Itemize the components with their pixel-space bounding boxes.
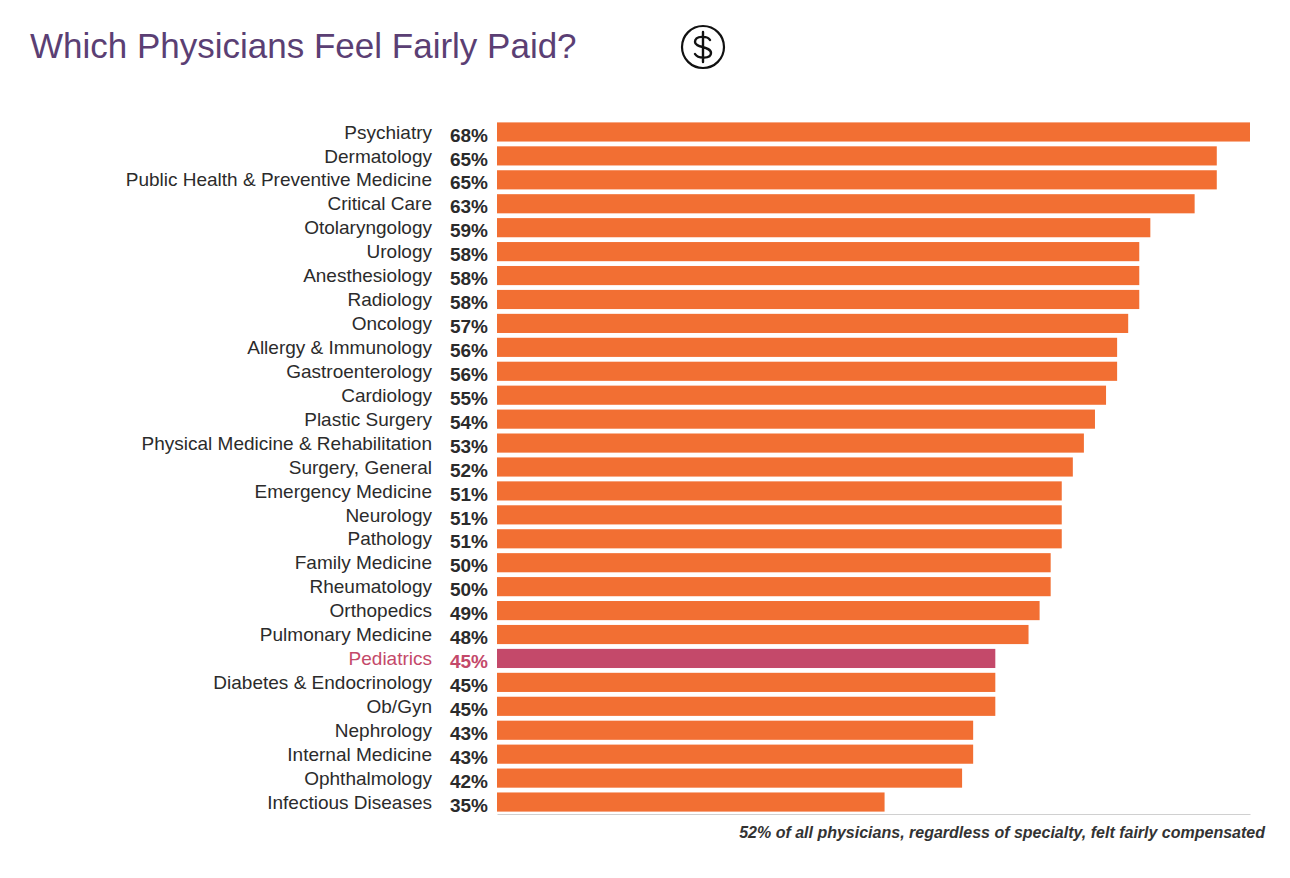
x-axis-line [498,814,1251,815]
category-label: Infectious Diseases [267,792,432,813]
data-label: 52% [450,460,488,481]
bar [497,266,1139,285]
bar [497,457,1073,476]
data-label: 45% [450,651,488,672]
bar [497,481,1062,500]
category-label: Gastroenterology [286,361,432,382]
bar [497,625,1029,644]
category-label: Public Health & Preventive Medicine [126,169,432,190]
data-label: 43% [450,747,488,768]
data-labels: 68% 65%65% 63% 59% 58% 58% 58% 57% 56% 56% 55% 54% 5… [450,125,488,816]
title: Which Physicians Feel Fairly Paid? [30,26,577,65]
data-label: 63% [450,196,488,217]
category-label: Allergy & Immunology [247,337,432,358]
data-label: 59% [450,220,488,241]
data-label: 49% [450,603,488,624]
bar [497,170,1217,189]
bar [497,362,1117,381]
data-label: 56% [450,340,488,361]
bar [497,433,1084,452]
data-label: 50% [450,579,488,600]
data-label: 45% [450,699,488,720]
category-label: Cardiology [341,385,432,406]
data-label: 57% [450,316,488,337]
icon-symbol [695,32,711,62]
category-labels: Psychiatry DermatologyPublic Health & Pre… [126,122,433,813]
category-label: Critical Care [327,193,432,214]
bar [497,601,1040,620]
data-label: 51% [450,484,488,505]
data-label: 48% [450,627,488,648]
bar [497,218,1150,237]
bar [497,769,962,788]
bar [497,721,973,740]
category-label: Ophthalmology [304,768,432,789]
icon-circle [682,26,724,68]
data-label: 58% [450,292,488,313]
data-label: 53% [450,436,488,457]
category-label: Pediatrics [349,648,432,669]
category-label: Psychiatry [344,122,432,143]
bar [497,553,1051,572]
chart: Which Physicians Feel Fairly Paid? Psychi… [0,0,1290,878]
data-label: 58% [450,268,488,289]
bar [497,697,995,716]
data-label: 65% [450,172,488,193]
category-label: Surgery, General [289,457,432,478]
data-label: 65% [450,149,488,170]
footnote: 52% of all physicians, regardless of spe… [739,824,1266,841]
data-label: 35% [450,795,488,816]
data-label: 50% [450,555,488,576]
category-label: Plastic Surgery [304,409,432,430]
category-label: Family Medicine [295,552,432,573]
bar [497,529,1062,548]
bar [497,194,1195,213]
category-label: Pathology [347,528,432,549]
data-label: 51% [450,531,488,552]
data-label: 58% [450,244,488,265]
bar [497,146,1217,165]
category-label: Orthopedics [330,600,432,621]
category-label: Dermatology [324,146,432,167]
data-label: 56% [450,364,488,385]
bar [497,577,1051,596]
data-label: 43% [450,723,488,744]
category-label: Physical Medicine & Rehabilitation [142,433,432,454]
category-label: Pulmonary Medicine [260,624,432,645]
bar [497,290,1139,309]
bar [497,386,1106,405]
data-label: 42% [450,771,488,792]
bar [497,410,1095,429]
category-label: Anesthesiology [303,265,432,286]
category-label: Otolaryngology [304,217,432,238]
category-label: Ob/Gyn [367,696,432,717]
bar [497,338,1117,357]
data-label: 68% [450,125,488,146]
data-label: 45% [450,675,488,696]
category-label: Radiology [348,289,433,310]
bar [497,673,995,692]
category-label: Diabetes & Endocrinology [213,672,432,693]
bar [497,792,885,811]
x-axis [498,814,1251,815]
category-label: Internal Medicine [287,744,432,765]
bar [497,649,995,668]
category-label: Urology [367,241,433,262]
category-label: Emergency Medicine [255,481,432,502]
dollar-icon [682,26,724,68]
bar [497,314,1128,333]
bar [497,505,1062,524]
bar [497,745,973,764]
category-label: Neurology [345,505,432,526]
category-label: Nephrology [335,720,433,741]
data-label: 55% [450,388,488,409]
data-label: 54% [450,412,488,433]
category-label: Oncology [352,313,433,334]
bar [497,122,1250,141]
bar [497,242,1139,261]
bars [497,122,1250,811]
data-label: 51% [450,508,488,529]
category-label: Rheumatology [309,576,432,597]
